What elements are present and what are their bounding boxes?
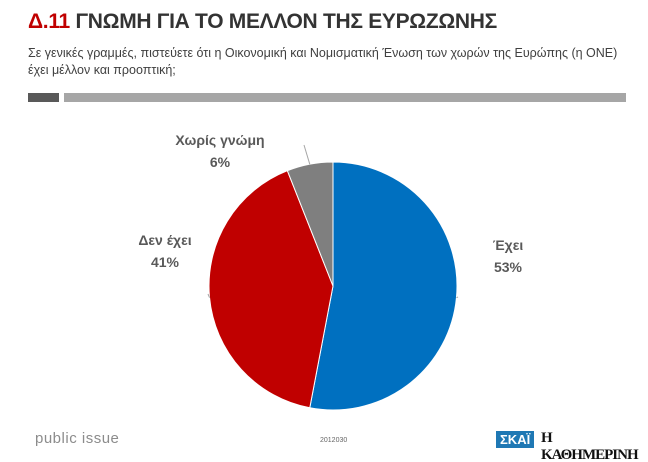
slice-value-label: 6%: [210, 154, 231, 170]
divider-dark: [28, 93, 59, 102]
brand-text: public issue: [35, 430, 120, 447]
leader-line-2: [303, 144, 311, 165]
title-text: ΓΝΩΜΗ ΓΙΑ ΤΟ ΜΕΛΛΟΝ ΤΗΣ ΕΥΡΩΖΩΝΗΣ: [75, 10, 497, 33]
question-text: Σε γενικές γραμμές, πιστεύετε ότι η Οικο…: [28, 46, 618, 77]
pie-slice-0: [309, 161, 458, 411]
slice-value-label: 41%: [151, 254, 180, 270]
slice-category-label: Δεν έχει: [138, 232, 191, 248]
leader-line-0: [456, 296, 459, 299]
page-title: Δ.11 ΓΝΩΜΗ ΓΙΑ ΤΟ ΜΕΛΛΟΝ ΤΗΣ ΕΥΡΩΖΩΝΗΣ: [28, 10, 497, 34]
pie-slice-2: [286, 161, 334, 287]
slice-category-label: Χωρίς γνώμη: [175, 132, 264, 148]
kathimerini-logo: Η ΚΑΘΗΜΕΡΙΝΗ: [541, 430, 639, 462]
pie-slice-1: [208, 170, 334, 409]
slice-value-label: 53%: [494, 259, 523, 275]
leader-line-1: [207, 293, 211, 298]
skai-logo: ΣΚΑΪ: [496, 431, 535, 448]
survey-code: 2012030: [320, 437, 348, 444]
title-code: Δ.11: [28, 10, 70, 33]
divider-light: [64, 93, 626, 102]
slice-category-label: Έχει: [493, 237, 524, 253]
